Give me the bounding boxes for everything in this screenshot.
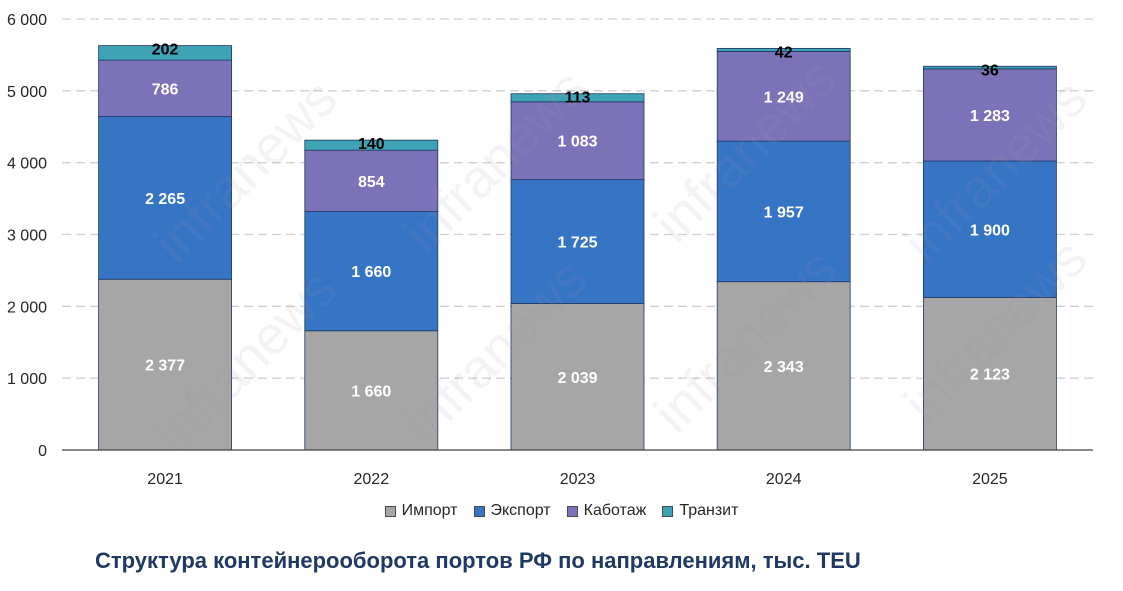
- data-label: 2 343: [764, 359, 804, 376]
- x-tick-label: 2025: [972, 471, 1008, 488]
- bar-segment: [923, 68, 1057, 162]
- data-label: 1 283: [970, 108, 1010, 125]
- y-tick-label: 2 000: [7, 299, 47, 316]
- data-label: 2 039: [557, 370, 597, 387]
- y-tick-label: 1 000: [7, 371, 47, 388]
- data-label: 2 123: [970, 367, 1010, 384]
- y-tick-label: 6 000: [7, 12, 47, 29]
- bar-segment: [510, 93, 645, 103]
- legend-label: Экспорт: [490, 502, 551, 519]
- data-label: 786: [152, 81, 179, 98]
- bar-segment: [98, 45, 232, 61]
- legend-item: Каботаж: [566, 502, 647, 520]
- data-label: 854: [358, 174, 385, 191]
- legend-item: Транзит: [662, 502, 738, 520]
- legend-label: Транзит: [679, 502, 739, 519]
- bar-segment: [510, 101, 645, 181]
- bar-segment: [304, 149, 439, 212]
- legend-swatch: [473, 505, 485, 517]
- bar-segment: [304, 330, 439, 451]
- legend-swatch: [384, 505, 396, 517]
- data-label: 2 265: [145, 191, 185, 208]
- legend-label: Каботаж: [583, 502, 647, 519]
- bar-segment: [923, 297, 1057, 451]
- y-tick-label: 5 000: [7, 84, 47, 101]
- bar-segment: [716, 140, 851, 283]
- bar-segment: [98, 116, 232, 280]
- bar-segment: [304, 139, 439, 151]
- y-tick-label: 3 000: [7, 228, 47, 245]
- legend-swatch: [566, 505, 578, 517]
- bar-segment: [304, 211, 439, 332]
- bar-segment: [716, 281, 851, 451]
- data-label: 1 660: [351, 383, 391, 400]
- bar-segment: [716, 50, 851, 142]
- data-label: 36: [981, 62, 999, 79]
- legend-swatch: [662, 505, 674, 517]
- data-label: 140: [358, 136, 385, 153]
- stacked-bar-chart: 0 1 000 2 000 3 000 4 000 5 000 6 000 2 377 2 26…: [7, 12, 1093, 488]
- y-tick-label: 0: [38, 443, 47, 460]
- data-label: 1 900: [970, 222, 1010, 239]
- data-label: 1 249: [764, 89, 804, 106]
- x-tick-label: 2021: [147, 471, 183, 488]
- x-tick-label: 2023: [560, 471, 596, 488]
- y-tick-label: 4 000: [7, 156, 47, 173]
- data-label: 1 660: [351, 264, 391, 281]
- bar-segment: [510, 179, 645, 304]
- data-label: 42: [775, 44, 793, 61]
- chart-title: Структура контейнерооборота портов РФ по…: [95, 548, 861, 573]
- bar-segment: [716, 47, 851, 52]
- legend-label: Импорт: [401, 502, 458, 519]
- bar-segment: [98, 278, 232, 451]
- bar-segment: [923, 65, 1057, 70]
- chart-legend: Импорт Экспорт Каботаж Транзит: [0, 500, 1123, 522]
- x-tick-label: 2024: [766, 471, 802, 488]
- data-label: 202: [152, 42, 179, 59]
- data-label: 1 725: [557, 235, 597, 252]
- data-label: 2 377: [145, 358, 185, 375]
- data-label: 1 083: [557, 134, 597, 151]
- data-label: 113: [565, 90, 591, 107]
- bar-segment: [98, 59, 232, 117]
- bar-segment: [923, 160, 1057, 298]
- data-label: 1 957: [764, 204, 804, 221]
- legend-item: Импорт: [384, 502, 458, 520]
- legend-item: Экспорт: [473, 502, 551, 520]
- x-tick-label: 2022: [354, 471, 390, 488]
